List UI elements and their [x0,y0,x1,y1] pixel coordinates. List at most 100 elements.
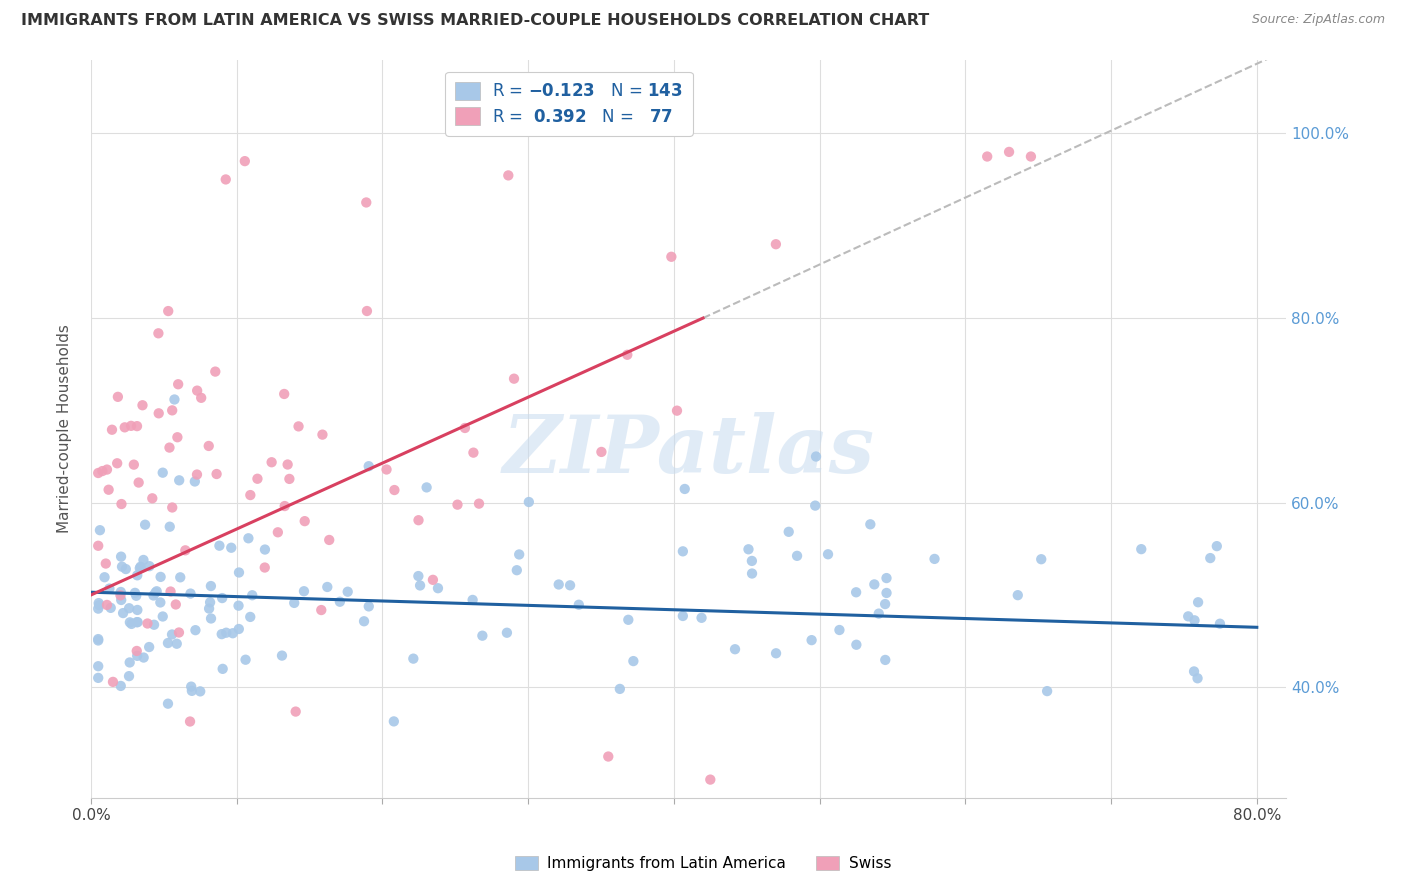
Point [454,421,477,435]
Point [863,577,886,591]
Point [253,560,276,574]
Point [200,611,222,625]
Point [100,600,122,615]
Point [277,458,299,472]
Point [260,455,283,469]
Point [169,570,191,584]
Point [357,599,380,614]
Point [800,633,823,648]
Point [408,569,430,583]
Point [159,584,181,599]
Point [166,430,188,444]
Point [128,475,150,490]
Point [976,149,998,163]
Point [859,517,882,532]
Point [228,566,250,580]
Point [828,623,851,637]
Point [96,598,118,612]
Point [156,636,179,650]
Point [125,419,148,434]
Point [239,488,262,502]
Point [167,377,190,392]
Point [924,552,946,566]
Point [97,483,120,497]
Point [737,542,759,557]
Point [240,588,263,602]
Point [87,466,110,480]
Point [98,582,121,596]
Point [496,625,519,640]
Point [215,172,238,186]
Point [167,625,190,640]
Point [198,601,221,615]
Point [105,456,128,470]
Point [336,584,359,599]
Point [87,598,110,612]
Point [471,629,494,643]
Point [461,593,484,607]
Point [122,458,145,472]
Point [110,679,132,693]
Point [741,566,763,581]
Point [179,714,201,729]
Point [659,250,682,264]
Point [253,542,276,557]
Point [152,609,174,624]
Point [568,598,591,612]
Point [271,648,294,663]
Point [804,450,827,464]
Point [112,606,135,620]
Point [845,638,868,652]
Point [114,420,136,434]
Point [375,462,398,476]
Point [672,609,695,624]
Point [143,617,166,632]
Point [765,646,787,660]
Point [87,671,110,685]
Point [125,615,148,630]
Point [402,651,425,665]
Point [208,539,231,553]
Point [215,625,238,640]
Point [868,607,890,621]
Point [426,581,449,595]
Point [741,554,763,568]
Point [93,570,115,584]
Point [765,237,787,252]
Point [125,589,148,603]
Point [356,195,378,210]
Point [1130,542,1153,557]
Point [184,623,207,637]
Point [311,603,333,617]
Text: ZIPatlas: ZIPatlas [502,412,875,490]
Point [165,598,187,612]
Point [283,596,305,610]
Point [498,169,520,183]
Point [157,304,180,318]
Point [672,544,695,558]
Point [503,372,526,386]
Point [845,585,868,599]
Point [786,549,808,563]
Point [219,541,242,555]
Point [273,387,295,401]
Point [621,654,644,668]
Point [101,674,124,689]
Point [617,613,640,627]
Point [110,585,132,599]
Point [159,441,181,455]
Point [110,593,132,607]
Point [110,497,132,511]
Point [127,615,149,629]
Point [506,563,529,577]
Point [1205,539,1227,553]
Point [87,659,110,673]
Point [120,418,142,433]
Point [1187,595,1209,609]
Point [356,304,378,318]
Point [1031,552,1053,566]
Point [136,616,159,631]
Point [118,656,141,670]
Point [160,500,183,515]
Point [222,626,245,640]
